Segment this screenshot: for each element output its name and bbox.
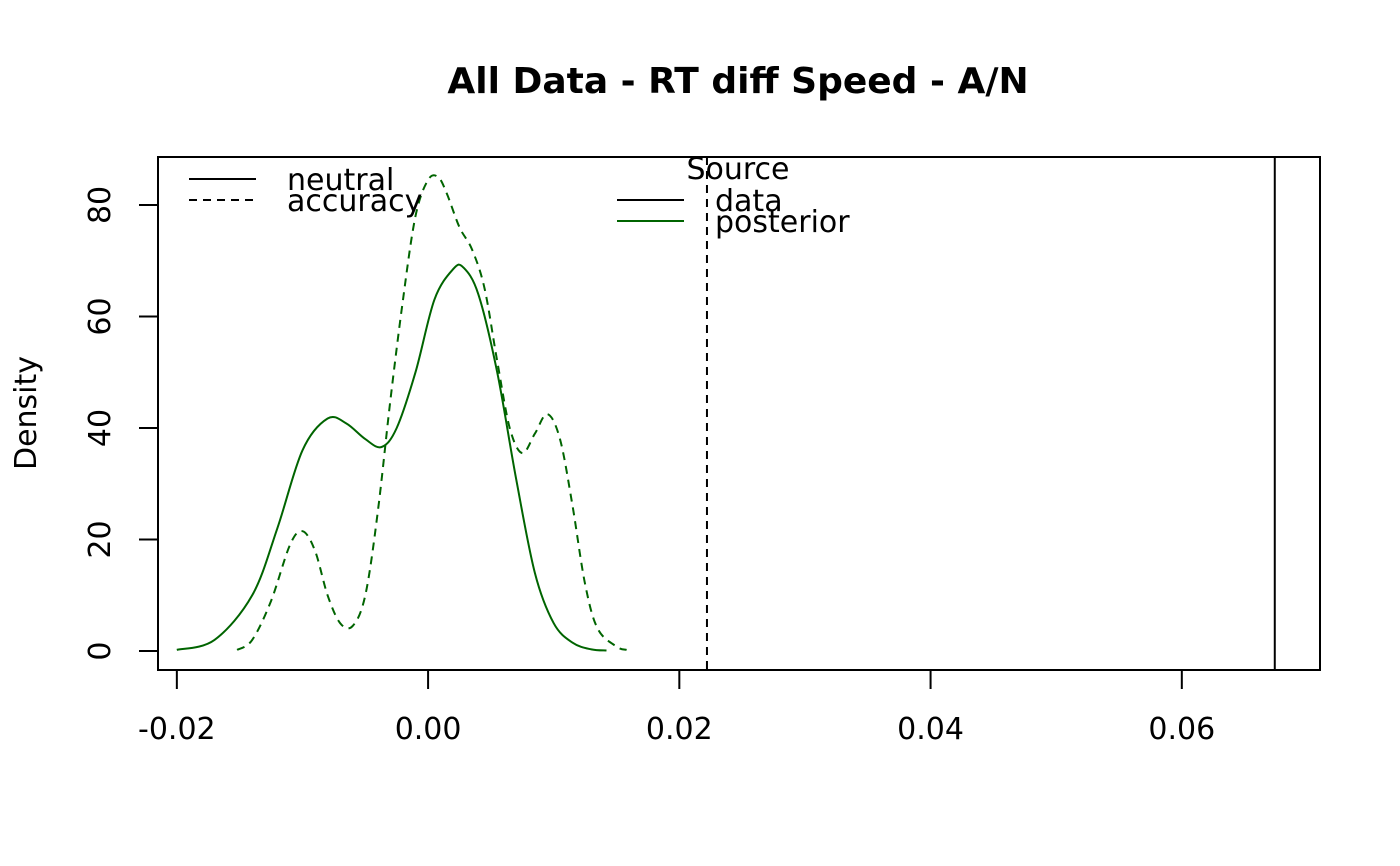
x-tick-label: 0.02 bbox=[646, 712, 713, 747]
y-tick-label: 80 bbox=[83, 186, 118, 224]
legend-direction: neutral accuracy bbox=[189, 163, 422, 219]
y-tick-label: 0 bbox=[83, 641, 118, 660]
y-tick-label: 40 bbox=[83, 409, 118, 447]
legend-direction-neutral-label: neutral bbox=[287, 163, 394, 198]
y-tick-label: 60 bbox=[83, 297, 118, 335]
x-tick-label: 0.04 bbox=[897, 712, 964, 747]
y-axis: 0 20 40 60 80 bbox=[83, 186, 159, 661]
plot-curves bbox=[176, 157, 1276, 670]
x-tick-label: 0.06 bbox=[1148, 712, 1215, 747]
legend-source-data-label: data bbox=[715, 184, 783, 219]
legend-source-posterior-label: posterior bbox=[715, 205, 850, 240]
x-tick-label: -0.02 bbox=[138, 712, 216, 747]
legend-source-title: Source bbox=[686, 152, 789, 187]
x-axis: -0.02 0.00 0.02 0.04 0.06 bbox=[138, 669, 1215, 747]
legend-source: Source data posterior bbox=[617, 152, 850, 240]
series-posterior-neutral-curve bbox=[176, 263, 607, 652]
y-axis-title: Density bbox=[9, 356, 44, 470]
legend-direction-accuracy-label: accuracy bbox=[287, 184, 422, 219]
chart-title: All Data - RT diff Speed - A/N bbox=[447, 61, 1028, 102]
x-tick-label: 0.00 bbox=[395, 712, 462, 747]
y-tick-label: 20 bbox=[83, 520, 118, 558]
series-posterior-accuracy-curve bbox=[236, 174, 627, 651]
